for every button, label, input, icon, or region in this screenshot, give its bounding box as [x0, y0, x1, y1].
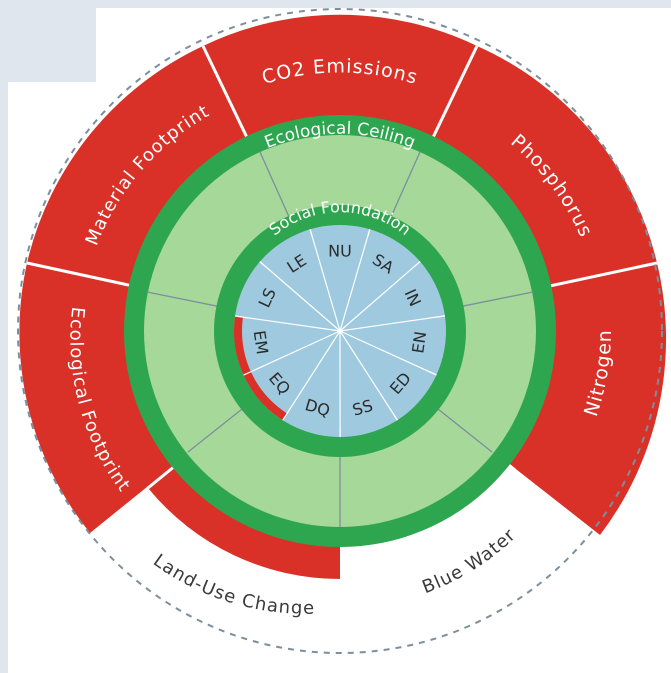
indicator-label-ss: SS [350, 396, 375, 420]
indicator-label-em: EM [250, 329, 272, 355]
window-frame-left [0, 0, 8, 673]
window-frame-corner [0, 0, 96, 82]
boundary-label-blue-water: Blue Water [419, 524, 520, 598]
indicator-label-en: EN [408, 330, 430, 355]
core-divider-line-inner [259, 261, 341, 332]
core-divider-line-inner [339, 229, 371, 332]
window-frame-top [0, 0, 671, 8]
core-divider-line-inner [309, 229, 341, 332]
core-divider-line-inner [234, 315, 341, 332]
core-divider-line-inner [339, 315, 445, 332]
core-divider-line-inner [339, 330, 437, 376]
core-divider-line-inner [282, 330, 341, 421]
core-divider-line-inner [339, 261, 421, 332]
core-dividers-inner [234, 229, 445, 438]
indicator-label-nu: NU [328, 241, 352, 260]
core-divider-line-inner [243, 330, 341, 376]
boundary-dashed-circle [17, 8, 663, 654]
indicator-label-in: IN [401, 286, 425, 309]
core-divider-line-inner [339, 330, 398, 421]
